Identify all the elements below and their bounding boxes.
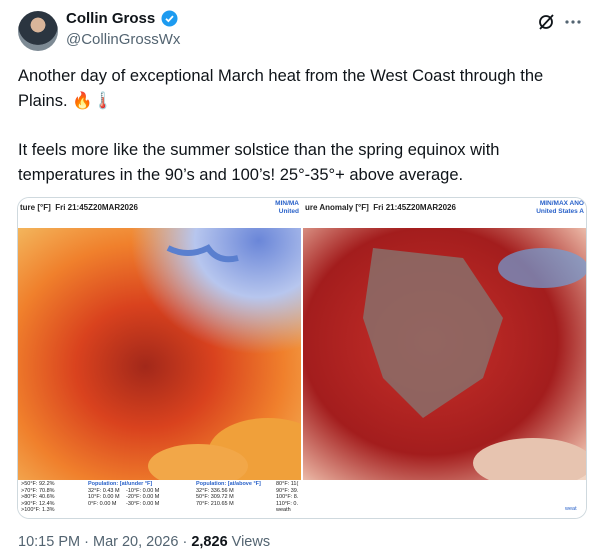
more-menu[interactable]: [565, 20, 581, 24]
map-corner: MIN/MA United: [275, 200, 299, 216]
separator: ·: [84, 534, 89, 550]
population-row: 50°F: 309.72 M: [196, 494, 234, 500]
avatar[interactable]: [18, 11, 58, 51]
edge-text: 90°F: 39.: [276, 487, 299, 494]
author-name[interactable]: Collin Gross: [66, 10, 156, 27]
date[interactable]: Mar 20, 2026: [92, 534, 179, 550]
stat-line: >80°F: 40.6%: [21, 494, 55, 500]
map: [303, 228, 586, 480]
edge-text: weath: [276, 507, 291, 513]
time[interactable]: 10:15 PM: [18, 534, 81, 550]
anomaly-map-image[interactable]: ure Anomaly [°F] Fri 21:45Z20MAR2026 MIN…: [303, 198, 586, 518]
population-row: 10°F: 0.00 M: [88, 494, 120, 500]
corner-line: MIN/MAX ANO: [539, 200, 584, 207]
map-header: ture [°F] Fri 21:45Z20MAR2026: [20, 203, 138, 212]
author-handle[interactable]: @CollinGrossWx: [66, 31, 181, 48]
population-row: 0°F: 0.00 M: [88, 500, 117, 507]
map-stats: >50°F: 92.2% >70°F: 70.8% >80°F: 40.6% >90°…: [18, 480, 301, 518]
edge-text: 100°F: 8.: [276, 494, 299, 500]
population-row: 32°F: 336.56 M: [196, 487, 234, 494]
stat-line: >70°F: 70.8%: [21, 487, 55, 494]
verified-badge: [161, 10, 178, 27]
tweet-actions: [539, 14, 581, 30]
population-title: Population: [at/above °F]: [196, 481, 261, 487]
tweet-meta: 10:15 PM · Mar 20, 2026 · 2,826 Views: [18, 534, 270, 550]
map: [18, 228, 301, 480]
grok-icon[interactable]: [539, 14, 554, 30]
separator: ·: [182, 534, 188, 550]
corner-line: United States A: [536, 208, 584, 215]
media[interactable]: ture [°F] Fri 21:45Z20MAR2026 MIN/MA Unit…: [17, 197, 587, 519]
map-stats: weat: [303, 480, 586, 518]
edge-text: 110°F: 0.: [276, 500, 298, 507]
population-row: 70°F: 210.65 M: [196, 500, 234, 507]
edge-text: weat: [565, 506, 577, 512]
population-row: 32°F: 0.43 M: [88, 487, 120, 494]
map-header: ure Anomaly [°F] Fri 21:45Z20MAR2026: [305, 203, 456, 212]
tweet-text: Another day of exceptional March heat fr…: [18, 64, 583, 212]
population-row: -30°F: 0.00 M: [126, 500, 160, 507]
map-corner: MIN/MAX ANO United States A: [536, 200, 584, 216]
population-row: -20°F: 0.00 M: [126, 494, 160, 500]
population-title: Population: [at/under °F]: [88, 481, 153, 487]
corner-line: United: [278, 208, 299, 215]
stat-line: >100°F: 1.3%: [21, 507, 55, 513]
views-label: Views: [231, 534, 271, 550]
population-row: -10°F: 0.00 M: [126, 487, 160, 494]
edge-text: 80°F: 11(: [276, 481, 299, 487]
temperature-map-image[interactable]: ture [°F] Fri 21:45Z20MAR2026 MIN/MA Unit…: [18, 198, 301, 518]
stat-line: >90°F: 12.4%: [21, 500, 55, 507]
views-count: 2,826: [191, 534, 228, 550]
stat-line: >50°F: 92.2%: [21, 481, 55, 487]
paragraph: It feels more like the summer solstice t…: [18, 141, 500, 184]
paragraph: Another day of exceptional March heat fr…: [18, 67, 544, 110]
corner-line: MIN/MA: [275, 200, 299, 207]
